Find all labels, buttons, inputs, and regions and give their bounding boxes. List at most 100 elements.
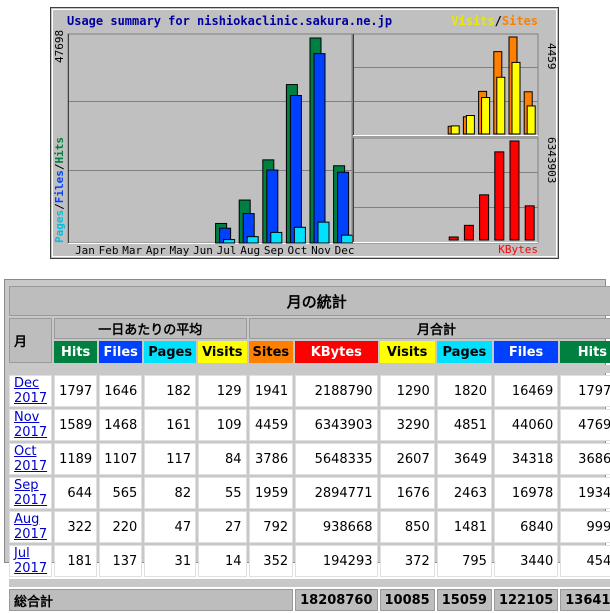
tot-pages-cell: 2463	[436, 477, 492, 509]
table-row: Jul 2017 181 137 31 14 352 194293 372 79…	[9, 545, 610, 577]
main-bars	[215, 37, 354, 244]
tot-hits-cell: 9994	[560, 511, 610, 543]
bar-kbytes-dec	[524, 205, 535, 241]
tot-visits-cell: 2607	[379, 443, 435, 475]
table-row: Dec 2017 1797 1646 182 129 1941 2188790 …	[9, 375, 610, 407]
avg-files-header: Files	[99, 341, 143, 363]
tot-hits-cell: 4544	[560, 545, 610, 577]
tot-pages-header: Pages	[436, 341, 492, 363]
avg-files-cell: 220	[99, 511, 143, 543]
avg-visits-cell: 84	[198, 443, 247, 475]
avg-pages-cell: 47	[144, 511, 197, 543]
bar-visits-nov	[511, 61, 521, 135]
tot-kbytes-cell: 938668	[295, 511, 378, 543]
avg-hits-cell: 1797	[54, 375, 98, 407]
month-column-header: 月	[9, 318, 53, 363]
month-link[interactable]: Nov 2017	[14, 410, 48, 440]
total-files: 122105	[493, 589, 559, 611]
avg-pages-cell: 182	[144, 375, 197, 407]
avg-pages-cell: 117	[144, 443, 197, 475]
month-cell: Aug 2017	[9, 511, 53, 543]
total-row: 総合計 18208760 10085 15059 122105 136412	[9, 589, 610, 611]
month-label-aug: Aug	[240, 244, 260, 257]
avg-hits-header: Hits	[54, 341, 98, 363]
tot-visits-header: Visits	[379, 341, 435, 363]
tot-files-cell: 44060	[493, 409, 559, 441]
avg-hits-cell: 644	[54, 477, 98, 509]
tot-files-cell: 16978	[493, 477, 559, 509]
month-label-may: May	[169, 244, 189, 257]
main-plot	[67, 33, 354, 244]
bar-kbytes-oct	[494, 151, 505, 241]
tot-hits-header: Hits	[560, 341, 610, 363]
table-row: Oct 2017 1189 1107 117 84 3786 5648335 2…	[9, 443, 610, 475]
avg-visits-cell: 27	[198, 511, 247, 543]
bar-files-dec	[337, 171, 350, 244]
bar-files-nov	[313, 53, 326, 244]
tot-sites-cell: 1941	[248, 375, 294, 407]
tot-files-cell: 34318	[493, 443, 559, 475]
daily-average-header: 一日あたりの平均	[54, 318, 247, 339]
legend-hits: Hits	[53, 137, 66, 164]
month-link[interactable]: Aug 2017	[14, 512, 48, 542]
visits-sites-bars	[447, 36, 536, 135]
bar-pages-nov	[317, 221, 330, 244]
month-cell: Oct 2017	[9, 443, 53, 475]
tot-hits-cell: 36861	[560, 443, 610, 475]
tot-files-cell: 16469	[493, 375, 559, 407]
avg-pages-cell: 31	[144, 545, 197, 577]
avg-pages-cell: 161	[144, 409, 197, 441]
month-label-oct: Oct	[287, 244, 307, 257]
avg-visits-header: Visits	[198, 341, 247, 363]
total-visits: 10085	[379, 589, 435, 611]
month-link[interactable]: Oct 2017	[14, 444, 48, 474]
bar-files-oct	[289, 95, 302, 244]
table-row: Sep 2017 644 565 82 55 1959 2894771 1676…	[9, 477, 610, 509]
avg-files-cell: 1468	[99, 409, 143, 441]
chart-title: Usage summary for nishiokaclinic.sakura.…	[67, 14, 392, 28]
month-cell: Sep 2017	[9, 477, 53, 509]
kbytes-bars	[448, 140, 535, 241]
legend-kbytes: KBytes	[498, 243, 538, 256]
tot-visits-cell: 1676	[379, 477, 435, 509]
legend-visits-sites: Visits/Sites	[451, 14, 538, 28]
bar-visits-dec	[526, 105, 536, 135]
month-link[interactable]: Dec 2017	[14, 376, 48, 406]
legend-sep: /	[495, 14, 502, 28]
tot-sites-cell: 4459	[248, 409, 294, 441]
tot-visits-cell: 850	[379, 511, 435, 543]
tot-pages-cell: 1481	[436, 511, 492, 543]
avg-pages-header: Pages	[144, 341, 197, 363]
monthly-stats-panel: 月の統計 月 一日あたりの平均 月合計 Hits Files Pages Vis…	[4, 279, 610, 611]
right-bottom-max: 6343903	[545, 137, 558, 183]
tot-files-cell: 6840	[493, 511, 559, 543]
bar-kbytes-aug	[463, 224, 474, 241]
tot-sites-cell: 3786	[248, 443, 294, 475]
tot-kbytes-cell: 194293	[295, 545, 378, 577]
month-label-mar: Mar	[122, 244, 142, 257]
table-title: 月の統計	[9, 286, 610, 316]
chart-frame-highlight	[52, 9, 557, 257]
bar-visits-sep	[481, 97, 491, 135]
month-label-jul: Jul	[217, 244, 237, 257]
month-link[interactable]: Jul 2017	[14, 546, 48, 576]
avg-files-cell: 1646	[99, 375, 143, 407]
left-axis-max: 47698	[53, 30, 66, 63]
bar-kbytes-sep	[479, 194, 490, 241]
total-pages: 15059	[436, 589, 492, 611]
tot-kbytes-cell: 2188790	[295, 375, 378, 407]
right-top-max: 4459	[545, 43, 558, 70]
bar-kbytes-jul	[448, 236, 459, 241]
month-cell: Jul 2017	[9, 545, 53, 577]
month-link[interactable]: Sep 2017	[14, 478, 48, 508]
right-top-area	[352, 33, 539, 137]
avg-hits-cell: 1189	[54, 443, 98, 475]
tot-files-cell: 3440	[493, 545, 559, 577]
month-label-jun: Jun	[193, 244, 213, 257]
avg-visits-cell: 129	[198, 375, 247, 407]
tot-visits-cell: 1290	[379, 375, 435, 407]
right-top-plot	[352, 33, 539, 137]
right-bottom-area	[352, 137, 539, 244]
tot-kbytes-cell: 6343903	[295, 409, 378, 441]
monthly-total-header: 月合計	[248, 318, 610, 339]
